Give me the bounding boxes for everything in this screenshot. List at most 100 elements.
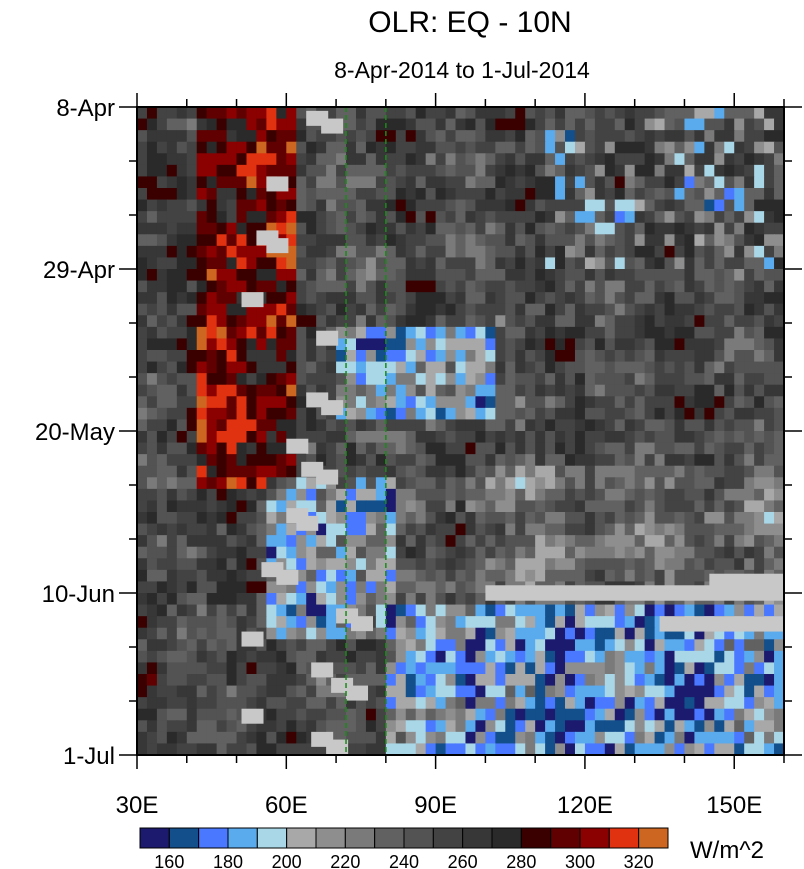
contour-cell [584, 222, 596, 235]
contour-cell [216, 222, 228, 235]
contour-cell [276, 616, 287, 629]
contour-cell [336, 731, 347, 745]
contour-cell [555, 697, 566, 710]
contour-cell [246, 361, 258, 374]
chart-subtitle: 8-Apr-2014 to 1-Jul-2014 [334, 57, 590, 83]
contour-cell [724, 743, 735, 755]
contour-cell [216, 188, 228, 201]
contour-cell [385, 118, 397, 131]
contour-cell [565, 743, 576, 755]
contour-cell [176, 407, 188, 421]
contour-cell [555, 662, 566, 675]
contour-cell [485, 720, 496, 733]
contour-cell [286, 627, 297, 640]
contour-cell [137, 373, 148, 386]
contour-cell [415, 697, 427, 710]
contour-cell [584, 361, 596, 374]
contour-cell [475, 280, 486, 293]
contour-cell [375, 662, 387, 675]
contour-cell [266, 338, 277, 351]
contour-cell [764, 685, 775, 698]
contour-cell [296, 188, 307, 201]
contour-cell [594, 234, 606, 247]
contour-cell [186, 685, 198, 698]
contour-cell [724, 662, 735, 675]
contour-cell [545, 164, 556, 178]
contour-cell [654, 373, 666, 386]
contour-cell [694, 512, 705, 525]
contour-cell [296, 650, 307, 664]
contour-cell [764, 512, 775, 525]
contour-cell [485, 211, 496, 224]
contour-cell [445, 222, 457, 235]
contour-cell [664, 269, 676, 282]
contour-cell [455, 407, 467, 421]
contour-cell [654, 697, 666, 710]
contour-cell [405, 512, 417, 525]
contour-cell [455, 211, 467, 224]
colorbar-label: 220 [330, 852, 360, 869]
contour-cell [306, 222, 317, 235]
contour-cell [156, 199, 168, 212]
contour-cell [196, 315, 208, 328]
contour-cell [137, 685, 148, 698]
contour-cell [226, 546, 238, 559]
contour-cell [415, 153, 427, 166]
contour-cell [535, 315, 546, 328]
contour-cell [574, 604, 586, 617]
contour-cell [525, 442, 536, 455]
contour-cell [435, 141, 447, 154]
contour-cell [475, 604, 486, 617]
contour-cell [276, 627, 287, 640]
contour-cell [475, 708, 486, 721]
contour-cell [495, 292, 506, 305]
contour-cell [704, 257, 715, 270]
contour-cell [774, 257, 784, 270]
contour-cell [545, 488, 556, 502]
contour-cell [435, 373, 447, 386]
contour-cell [594, 373, 606, 386]
contour-cell [196, 500, 208, 513]
contour-cell [724, 500, 735, 513]
contour-cell [226, 303, 238, 316]
contour-cell [166, 743, 178, 755]
contour-cell [355, 500, 367, 513]
contour-cell [435, 465, 447, 478]
contour-cell [724, 697, 735, 710]
contour-cell [495, 245, 506, 259]
contour-cell [644, 176, 656, 189]
contour-cell [425, 488, 437, 502]
contour-cell [604, 373, 616, 386]
contour-cell [206, 396, 218, 409]
contour-cell [146, 303, 158, 316]
contour-cell [395, 674, 407, 687]
contour-cell [365, 326, 377, 340]
contour-cell [574, 697, 586, 710]
contour-cell [425, 569, 437, 583]
contour-cell [604, 419, 616, 432]
contour-cell [286, 581, 297, 594]
contour-cell [574, 674, 586, 687]
contour-cell [624, 627, 636, 640]
contour-cell [445, 569, 457, 583]
contour-cell [246, 222, 258, 235]
contour-cell [664, 569, 676, 583]
contour-cell [266, 269, 277, 282]
contour-cell [405, 141, 417, 154]
contour-cell [336, 569, 347, 583]
contour-cell [485, 245, 496, 259]
contour-cell [704, 697, 715, 710]
contour-cell [316, 558, 327, 571]
contour-cell [365, 107, 377, 120]
contour-cell [395, 407, 407, 421]
contour-cell [316, 234, 327, 247]
contour-cell [375, 523, 387, 536]
contour-cell [654, 188, 666, 201]
contour-cell [535, 373, 546, 386]
contour-cell [346, 107, 357, 120]
contour-cell [535, 176, 546, 189]
contour-cell [495, 118, 506, 131]
contour-cell [515, 731, 526, 745]
contour-cell [196, 604, 208, 617]
contour-cell [236, 720, 248, 733]
